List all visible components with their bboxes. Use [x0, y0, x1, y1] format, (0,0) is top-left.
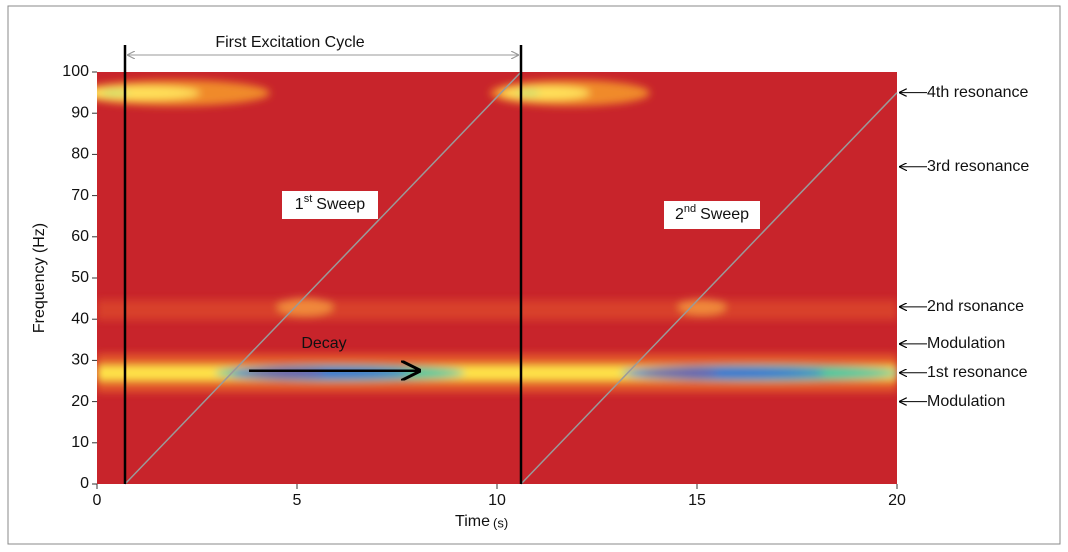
heat-blob [500, 86, 590, 100]
y-tick-label: 60 [71, 228, 89, 245]
heat-blob [678, 299, 726, 315]
heat-blob [642, 370, 718, 376]
y-tick-label: 100 [62, 63, 89, 80]
sweep-line [124, 71, 522, 485]
heat-blob [277, 298, 333, 316]
y-tick-label: 10 [71, 434, 89, 451]
sweep-line [520, 92, 898, 485]
heat-blob [97, 86, 200, 100]
sweep-label-suffix: st [304, 193, 313, 205]
heat-blob [101, 90, 129, 96]
sweep-label: 1st Sweep [295, 193, 365, 213]
y-tick-label: 70 [71, 187, 89, 204]
x-tick-label: 5 [293, 492, 302, 509]
y-tick-label: 40 [71, 310, 89, 327]
sweep-label-box [282, 191, 378, 219]
y-tick-label: 90 [71, 104, 89, 121]
x-axis-title: Time [455, 513, 490, 530]
heat-band [97, 300, 897, 320]
x-tick-label: 0 [93, 492, 102, 509]
x-axis-unit: (s) [493, 515, 508, 530]
heat-blob [516, 90, 540, 96]
annotation-label: 3rd resonance [927, 158, 1029, 175]
x-tick-label: 20 [888, 492, 906, 509]
chart-title: First Excitation Cycle [215, 34, 364, 51]
x-tick-label: 10 [488, 492, 506, 509]
annotation-label: Modulation [927, 335, 1005, 352]
heatmap-background [97, 72, 897, 484]
y-tick-label: 80 [71, 146, 89, 163]
x-tick-label: 15 [688, 492, 706, 509]
sweep-label-number: 1 [295, 196, 304, 213]
y-axis-title: Frequency (Hz) [31, 223, 48, 333]
sweep-label-word: Sweep [316, 196, 365, 213]
decay-label: Decay [301, 335, 346, 352]
annotation-label: 4th resonance [927, 84, 1029, 101]
annotation-label: 1st resonance [927, 364, 1028, 381]
sweep-label-box [664, 201, 760, 229]
sweep-label-suffix: nd [684, 203, 696, 215]
sweep-label-word: Sweep [700, 206, 749, 223]
sweep-label-number: 2 [675, 206, 684, 223]
y-tick-label: 0 [80, 475, 89, 492]
y-tick-label: 30 [71, 352, 89, 369]
y-tick-label: 50 [71, 269, 89, 286]
frame [7, 5, 1061, 545]
sweep-label: 2nd Sweep [675, 203, 749, 223]
y-tick-label: 20 [71, 393, 89, 410]
annotation-label: 2nd rsonance [927, 298, 1024, 315]
annotation-label: Modulation [927, 393, 1005, 410]
